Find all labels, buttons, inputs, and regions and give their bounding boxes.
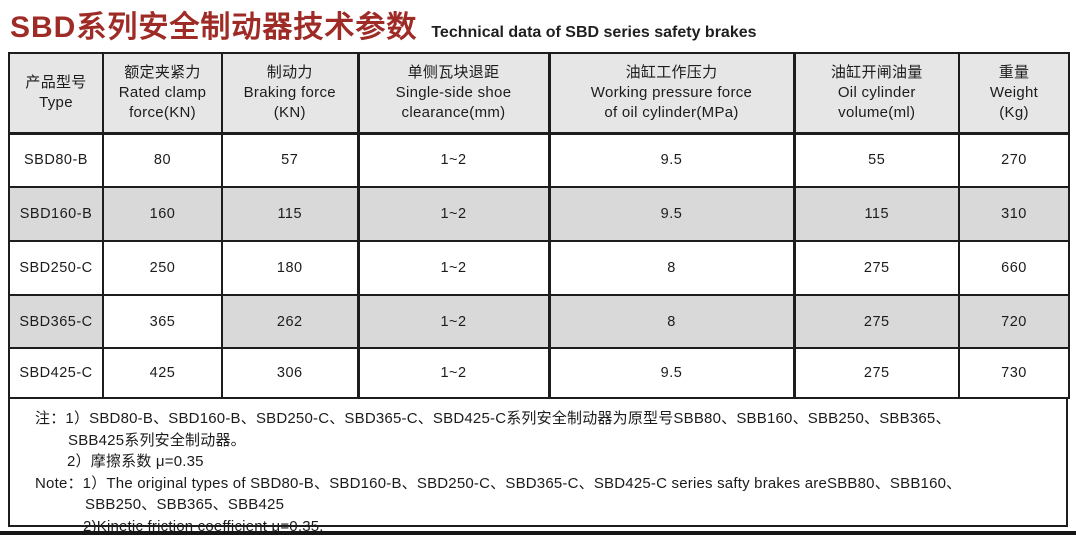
header-label-en: Rated clamp [118, 83, 207, 101]
header-label-cn: 额定夹紧力 [124, 63, 201, 81]
header-label-cn: 油缸开闸油量 [830, 63, 923, 81]
header-label-en2: of oil cylinder(MPa) [604, 103, 739, 121]
cell-type: SBD425-C [8, 347, 104, 399]
page-title-en: Technical data of SBD series safety brak… [431, 24, 757, 41]
header-label-en: Braking force [243, 83, 336, 101]
cell-weight: 270 [958, 132, 1070, 188]
cell-clamp-force: 250 [102, 240, 223, 296]
cell-oil-volume: 55 [792, 132, 960, 188]
column-header-clamp-force: 额定夹紧力 Rated clamp force(KN) [102, 52, 223, 135]
note-line-en-1-cont: SBB250、SBB365、SBB425 [85, 496, 285, 513]
table-row: SBD250-C 250 180 1~2 8 275 660 [8, 240, 1070, 296]
bottom-divider [0, 531, 1076, 535]
cell-shoe-clearance: 1~2 [356, 132, 550, 188]
column-header-weight: 重量 Weight (Kg) [958, 52, 1070, 135]
note-line-cn-1: 注：1）SBD80-B、SBD160-B、SBD250-C、SBD365-C、S… [35, 410, 951, 427]
note-line-cn-2: 2）摩擦系数 μ=0.35 [67, 453, 204, 470]
table-row: SBD365-C 365 262 1~2 8 275 720 [8, 294, 1070, 349]
cell-type: SBD250-C [8, 240, 104, 296]
cell-braking-force: 180 [221, 240, 359, 296]
header-label-en: Working pressure force [590, 83, 753, 101]
cell-oil-volume: 275 [792, 240, 960, 296]
cell-working-pressure: 9.5 [547, 132, 795, 188]
header-label-cn: 油缸工作压力 [625, 63, 718, 81]
cell-type: SBD80-B [8, 132, 104, 188]
cell-braking-force: 262 [221, 294, 359, 349]
header-label-en: Type [39, 93, 73, 111]
header-label-cn: 单侧瓦块退距 [407, 63, 500, 81]
cell-weight: 660 [958, 240, 1070, 296]
cell-shoe-clearance: 1~2 [356, 240, 550, 296]
cell-type: SBD365-C [8, 294, 104, 349]
cell-clamp-force: 80 [102, 132, 223, 188]
datasheet-page: SBD系列安全制动器技术参数 Technical data of SBD ser… [0, 0, 1076, 535]
cell-type: SBD160-B [8, 186, 104, 242]
table-header: 产品型号 Type 额定夹紧力 Rated clamp force(KN) 制动… [8, 52, 1070, 135]
note-line-en-2: 2)Kinetic friction coefficient μ=0.35. [83, 517, 324, 535]
cell-clamp-force: 425 [102, 347, 223, 399]
table-row: SBD160-B 160 115 1~2 9.5 115 310 [8, 186, 1070, 242]
header-label-cn: 产品型号 [25, 73, 87, 91]
column-header-type: 产品型号 Type [8, 52, 104, 135]
header-label-en: Weight [989, 83, 1039, 101]
column-header-oil-volume: 油缸开闸油量 Oil cylinder volume(ml) [792, 52, 960, 135]
header-label-en: Single-side shoe [395, 83, 512, 101]
table-row: SBD80-B 80 57 1~2 9.5 55 270 [8, 132, 1070, 188]
notes-section: 注：1）SBD80-B、SBD160-B、SBD250-C、SBD365-C、S… [8, 397, 1068, 535]
header-label-cn: 重量 [998, 63, 1030, 81]
cell-working-pressure: 9.5 [547, 347, 795, 399]
column-header-braking-force: 制动力 Braking force (KN) [221, 52, 359, 135]
table-body: SBD80-B 80 57 1~2 9.5 55 270 SBD160-B 16… [8, 132, 1070, 399]
note-line-en-1: Note：1）The original types of SBD80-B、SBD… [35, 474, 962, 492]
header-label-en2: (KN) [273, 103, 306, 121]
header-label-en2: force(KN) [129, 103, 196, 121]
cell-shoe-clearance: 1~2 [356, 294, 550, 349]
column-header-working-pressure: 油缸工作压力 Working pressure force of oil cyl… [547, 52, 795, 135]
technical-data-table: 产品型号 Type 额定夹紧力 Rated clamp force(KN) 制动… [8, 52, 1070, 399]
header-label-en2: clearance(mm) [401, 103, 506, 121]
header-row: 产品型号 Type 额定夹紧力 Rated clamp force(KN) 制动… [8, 52, 1070, 135]
cell-working-pressure: 9.5 [547, 186, 795, 242]
header-label-en: Oil cylinder [837, 83, 916, 101]
cell-shoe-clearance: 1~2 [356, 347, 550, 399]
cell-oil-volume: 115 [792, 186, 960, 242]
cell-weight: 720 [958, 294, 1070, 349]
cell-clamp-force: 160 [102, 186, 223, 242]
header-label-cn: 制动力 [266, 63, 313, 81]
cell-weight: 310 [958, 186, 1070, 242]
cell-oil-volume: 275 [792, 294, 960, 349]
cell-weight: 730 [958, 347, 1070, 399]
cell-braking-force: 115 [221, 186, 359, 242]
note-line-cn-1-cont: SBB425系列安全制动器。 [68, 431, 246, 449]
cell-working-pressure: 8 [547, 294, 795, 349]
cell-braking-force: 306 [221, 347, 359, 399]
page-title-cn: SBD系列安全制动器技术参数 [10, 11, 418, 44]
header-label-en2: volume(ml) [838, 103, 916, 121]
cell-shoe-clearance: 1~2 [356, 186, 550, 242]
table-row: SBD425-C 425 306 1~2 9.5 275 730 [8, 347, 1070, 399]
title-bar: SBD系列安全制动器技术参数 Technical data of SBD ser… [8, 0, 1068, 52]
cell-working-pressure: 8 [547, 240, 795, 296]
cell-braking-force: 57 [221, 132, 359, 188]
header-label-en2: (Kg) [999, 103, 1029, 121]
cell-oil-volume: 275 [792, 347, 960, 399]
column-header-shoe-clearance: 单侧瓦块退距 Single-side shoe clearance(mm) [356, 52, 550, 135]
cell-clamp-force: 365 [102, 294, 223, 349]
